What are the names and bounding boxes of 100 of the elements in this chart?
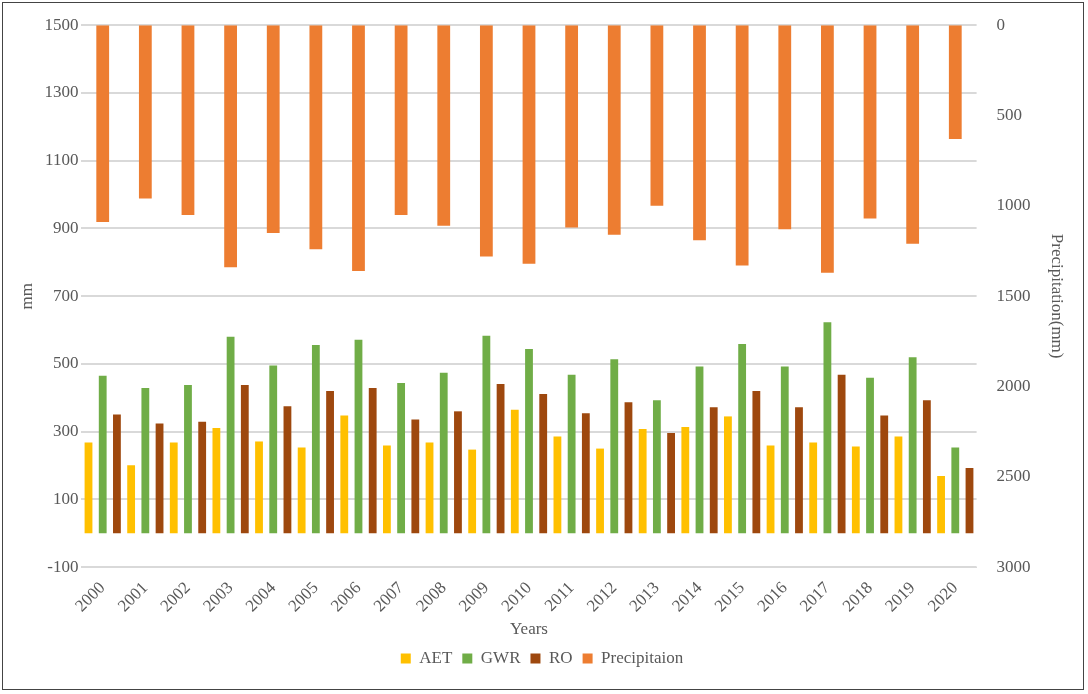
bar (437, 25, 451, 226)
bar (340, 415, 349, 534)
bar (368, 387, 377, 534)
bar (352, 25, 365, 271)
bar (948, 25, 962, 140)
bar (84, 442, 93, 534)
bar (539, 394, 548, 534)
bar (184, 384, 192, 534)
bar (96, 25, 110, 223)
legend-label: GWR (480, 647, 522, 667)
bar (778, 25, 792, 230)
bar (255, 441, 263, 534)
y-tick-label: 900 (52, 217, 79, 237)
bar (581, 413, 590, 534)
bar (383, 445, 391, 534)
bar (709, 407, 718, 534)
y2-tick-label: 500 (996, 104, 1023, 124)
bar (863, 25, 877, 219)
bar (681, 426, 690, 534)
y-tick-label: 700 (52, 285, 79, 305)
x-axis-title: Years (510, 619, 548, 639)
bar (821, 25, 834, 273)
bar (240, 384, 249, 534)
bar (479, 25, 493, 257)
y-tick-label: 500 (52, 353, 79, 373)
bar (311, 344, 320, 534)
bar (212, 427, 221, 534)
bar (650, 25, 664, 206)
y-tick-label: 1100 (45, 150, 79, 170)
bar (309, 25, 323, 250)
bar (266, 25, 280, 233)
bar (283, 406, 292, 534)
bar (567, 374, 576, 534)
legend-label: Precipitaion (601, 647, 684, 667)
bar (880, 415, 889, 534)
bar (425, 442, 434, 534)
y2-tick-label: 1000 (996, 195, 1031, 215)
bar (553, 436, 562, 534)
bar (908, 357, 917, 534)
y-axis-title: mm (16, 282, 36, 310)
bar (951, 447, 960, 534)
bar (141, 387, 150, 534)
bar (809, 442, 818, 534)
y2-axis-title: Precipitation(mm) (1048, 233, 1068, 359)
y2-tick-label: 1500 (996, 285, 1031, 305)
bar (138, 25, 152, 199)
bar (906, 25, 920, 244)
y2-tick-label: 2000 (996, 375, 1031, 395)
y-tick-label: 1300 (44, 82, 79, 102)
bar (226, 336, 235, 534)
bar (198, 421, 207, 534)
legend-label: AET (419, 647, 453, 667)
bar (596, 448, 604, 534)
bar (510, 409, 519, 534)
legend-label: RO (548, 647, 573, 667)
bar (937, 476, 945, 534)
bar (482, 335, 491, 534)
bar (565, 25, 579, 228)
bar (851, 446, 860, 534)
y-tick-label: 100 (52, 488, 79, 508)
bar (752, 391, 761, 534)
bar (224, 25, 237, 268)
bar (468, 449, 477, 534)
bar (724, 416, 732, 534)
bar (866, 377, 874, 534)
bar (394, 25, 408, 215)
bar (525, 349, 533, 534)
bar (823, 322, 832, 534)
bar (738, 343, 747, 534)
bar (269, 365, 278, 534)
bar (624, 402, 633, 534)
y2-tick-label: 0 (996, 14, 1006, 34)
bar (127, 465, 136, 534)
bar (113, 414, 121, 534)
bar (894, 436, 903, 534)
y-tick-label: -100 (47, 556, 79, 576)
bar (169, 442, 178, 534)
bar (297, 447, 306, 534)
bar (837, 374, 846, 534)
y-tick-label: 300 (52, 421, 79, 441)
bar (439, 372, 448, 534)
y2-tick-label: 2500 (996, 466, 1031, 486)
bar (652, 400, 661, 534)
bar (638, 428, 647, 534)
y-tick-label: 1500 (44, 14, 79, 34)
y2-tick-label: 3000 (996, 556, 1031, 576)
bar (411, 419, 420, 534)
bar (326, 391, 334, 534)
bar (98, 375, 107, 534)
bar (693, 25, 706, 241)
bar (667, 433, 675, 534)
bar (610, 359, 619, 534)
bar (607, 25, 621, 235)
bar (735, 25, 749, 266)
bar (522, 25, 536, 264)
bar (397, 382, 406, 534)
bar (780, 366, 789, 534)
bar (181, 25, 195, 215)
bar (454, 411, 462, 534)
bar (922, 400, 931, 534)
